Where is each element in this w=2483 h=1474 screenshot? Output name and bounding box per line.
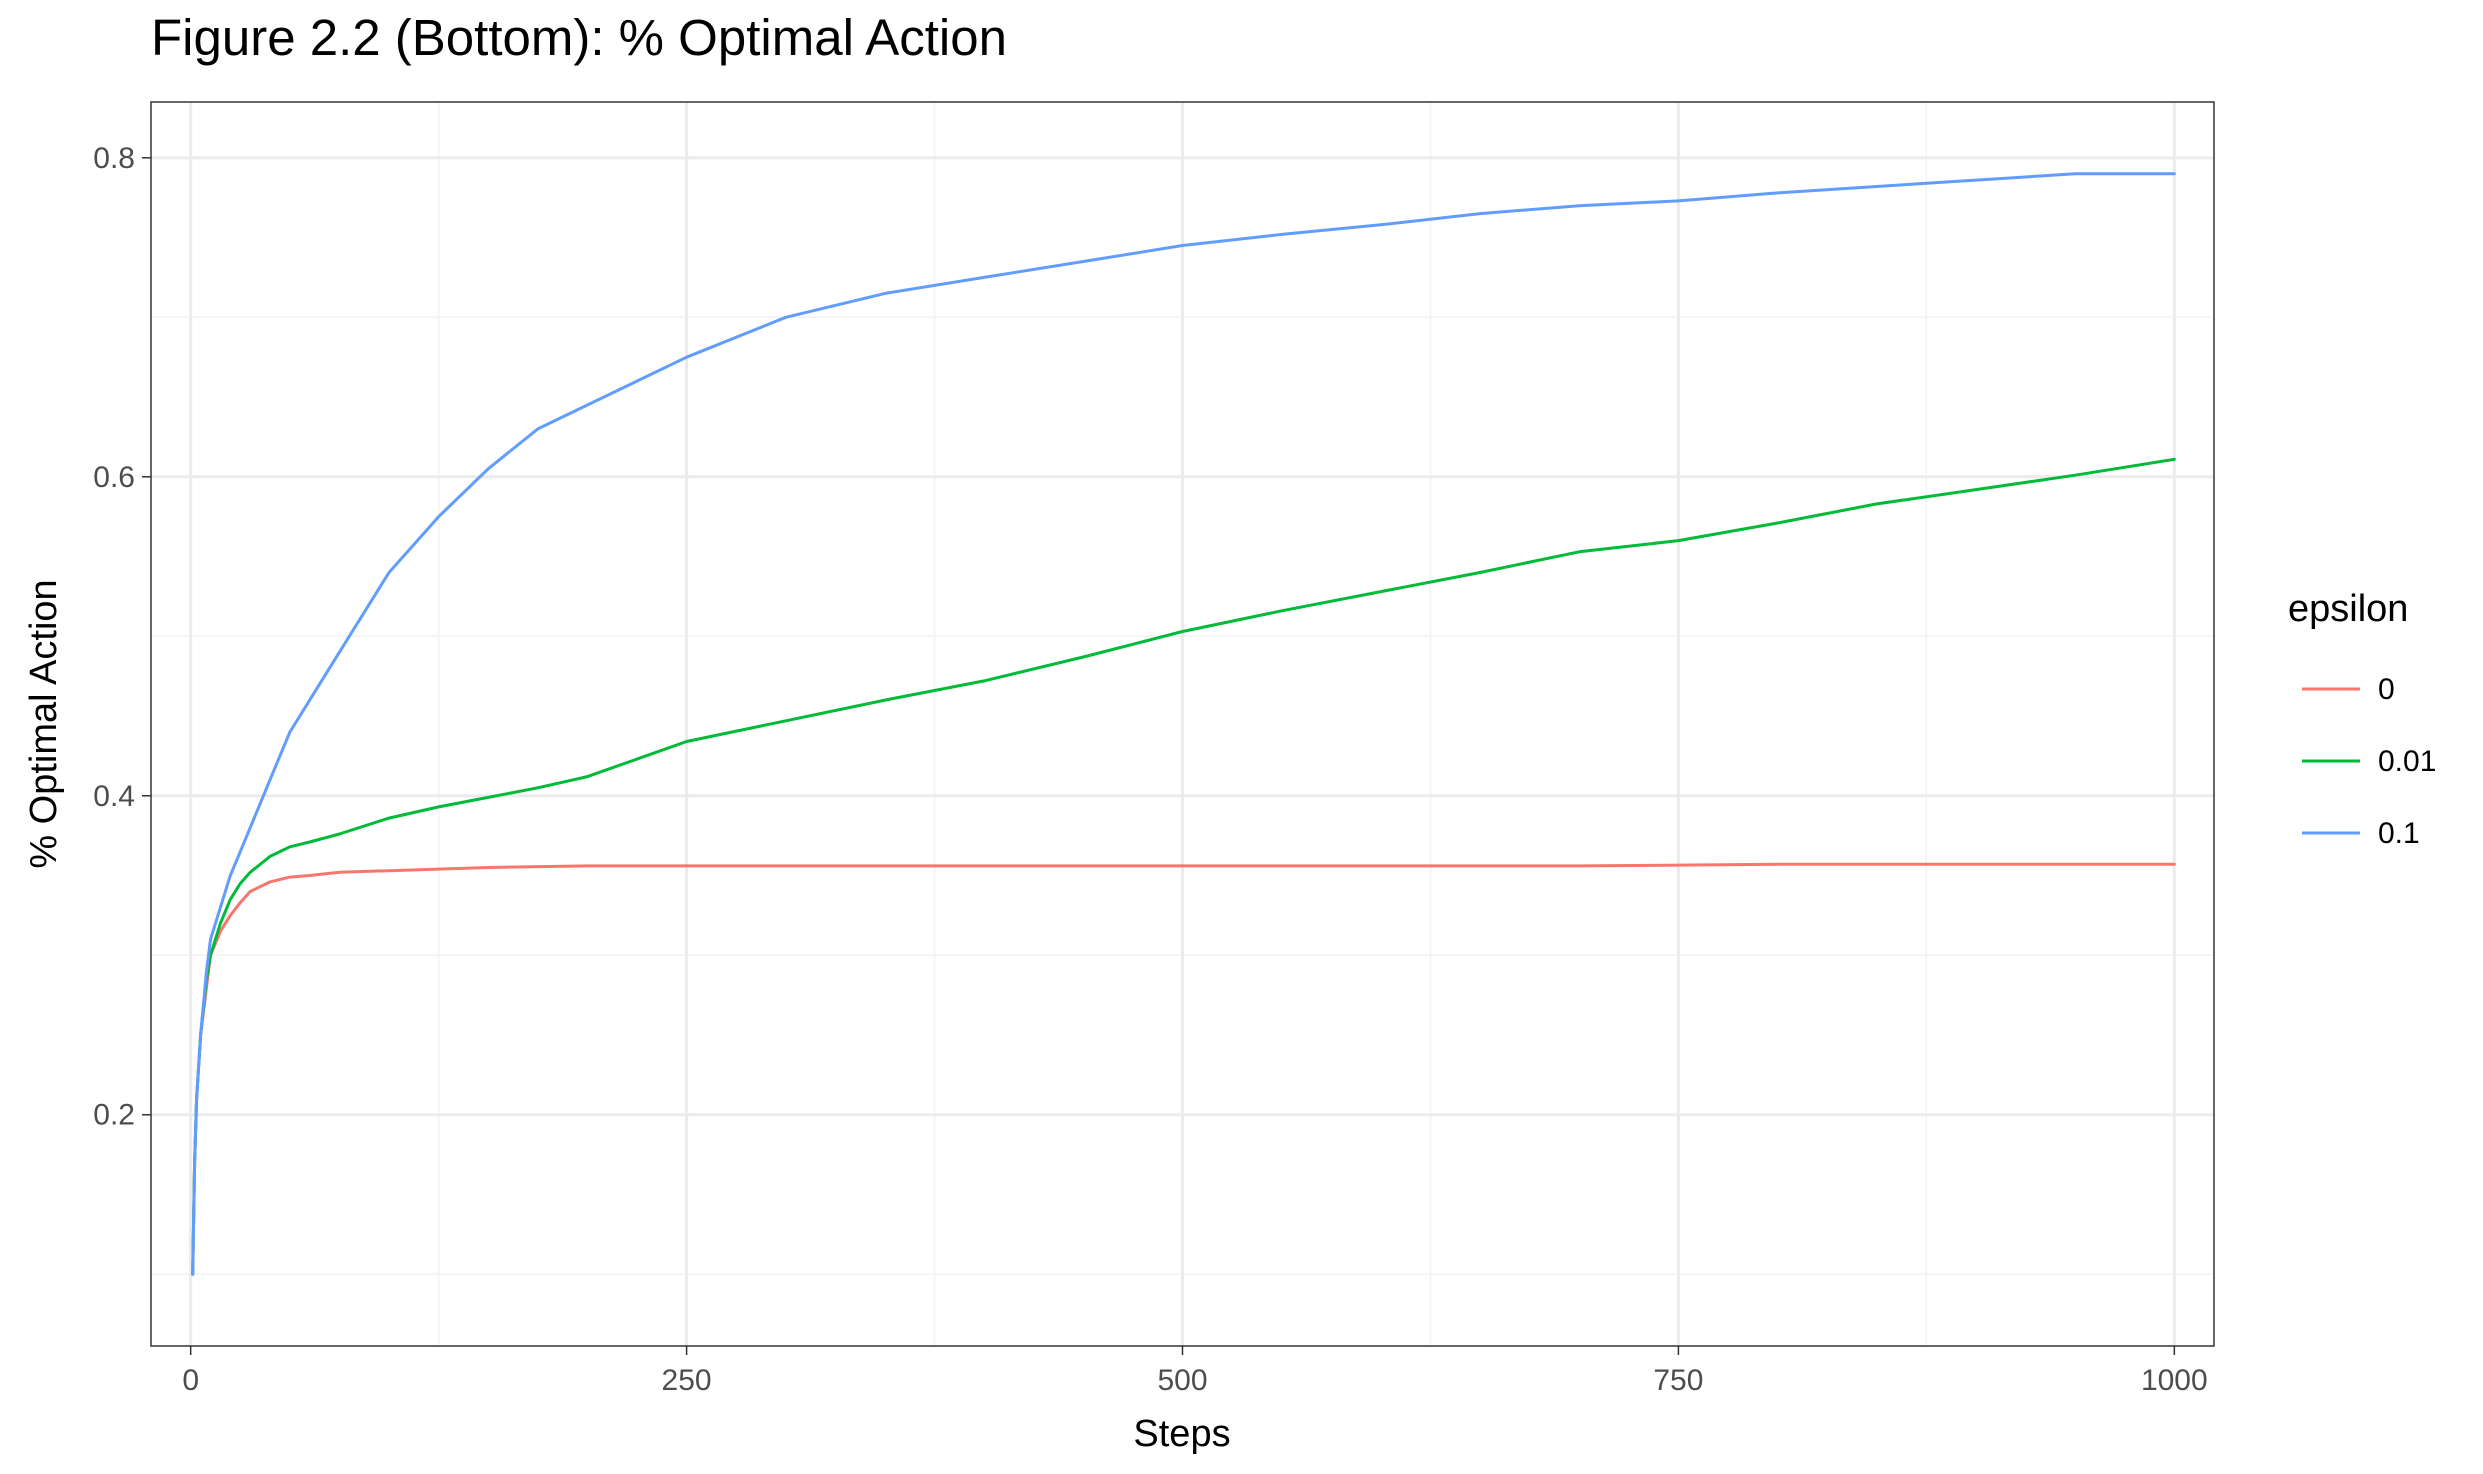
series-line-0.01 (191, 457, 2176, 1276)
chart-title: Figure 2.2 (Bottom): % Optimal Action (151, 9, 1007, 66)
x-tick-label: 750 (1653, 1364, 1703, 1397)
legend-label-0: 0 (2378, 673, 2395, 706)
series-layer (191, 172, 2176, 1276)
y-tick-label: 0.8 (93, 142, 135, 175)
legend-label-0.1: 0.1 (2378, 817, 2420, 850)
y-axis: 0.2 0.4 0.6 0.8 (93, 142, 151, 1132)
series-line-0.1 (191, 172, 2176, 1276)
x-tick-label: 250 (662, 1364, 712, 1397)
x-tick-label: 1000 (2141, 1364, 2208, 1397)
legend-label-0.01: 0.01 (2378, 745, 2436, 778)
y-tick-label: 0.2 (93, 1099, 135, 1132)
y-tick-label: 0.6 (93, 461, 135, 494)
y-tick-label: 0.4 (93, 780, 135, 813)
y-axis-title: % Optimal Action (23, 579, 65, 868)
legend: epsilon 0 0.01 0.1 (2288, 588, 2436, 850)
x-tick-label: 500 (1157, 1364, 1207, 1397)
x-tick-label: 0 (182, 1364, 199, 1397)
x-axis-title: Steps (1133, 1413, 1230, 1455)
legend-title: epsilon (2288, 588, 2408, 630)
x-axis: 0 250 500 750 1000 (182, 1346, 2208, 1397)
